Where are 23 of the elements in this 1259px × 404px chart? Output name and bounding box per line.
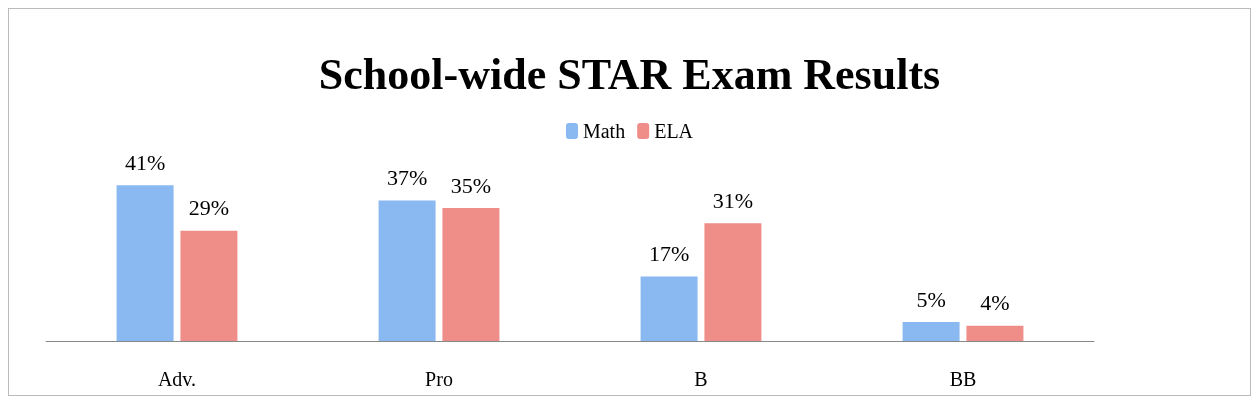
x-tick-label: Pro — [425, 368, 453, 390]
bar — [180, 230, 238, 341]
bar — [966, 325, 1024, 341]
x-tick-label: BB — [949, 368, 977, 390]
bar — [116, 185, 174, 341]
data-label: 5% — [916, 286, 946, 312]
bar — [378, 200, 436, 341]
x-tick-label: B — [694, 368, 708, 390]
data-label: 31% — [712, 187, 754, 213]
bar — [640, 276, 698, 341]
chart-title: School-wide STAR Exam Results — [318, 49, 941, 99]
data-label: 35% — [450, 172, 492, 198]
bar — [704, 223, 762, 341]
bar — [442, 208, 500, 341]
data-label: 4% — [980, 290, 1010, 316]
data-label: 29% — [188, 195, 230, 221]
data-label: 17% — [648, 240, 690, 266]
data-label: 37% — [386, 164, 428, 190]
bar — [902, 322, 960, 341]
data-label: 41% — [124, 149, 166, 175]
legend-label: ELA — [654, 120, 694, 142]
legend-label: Math — [582, 120, 626, 142]
x-tick-label: Adv. — [157, 368, 197, 390]
